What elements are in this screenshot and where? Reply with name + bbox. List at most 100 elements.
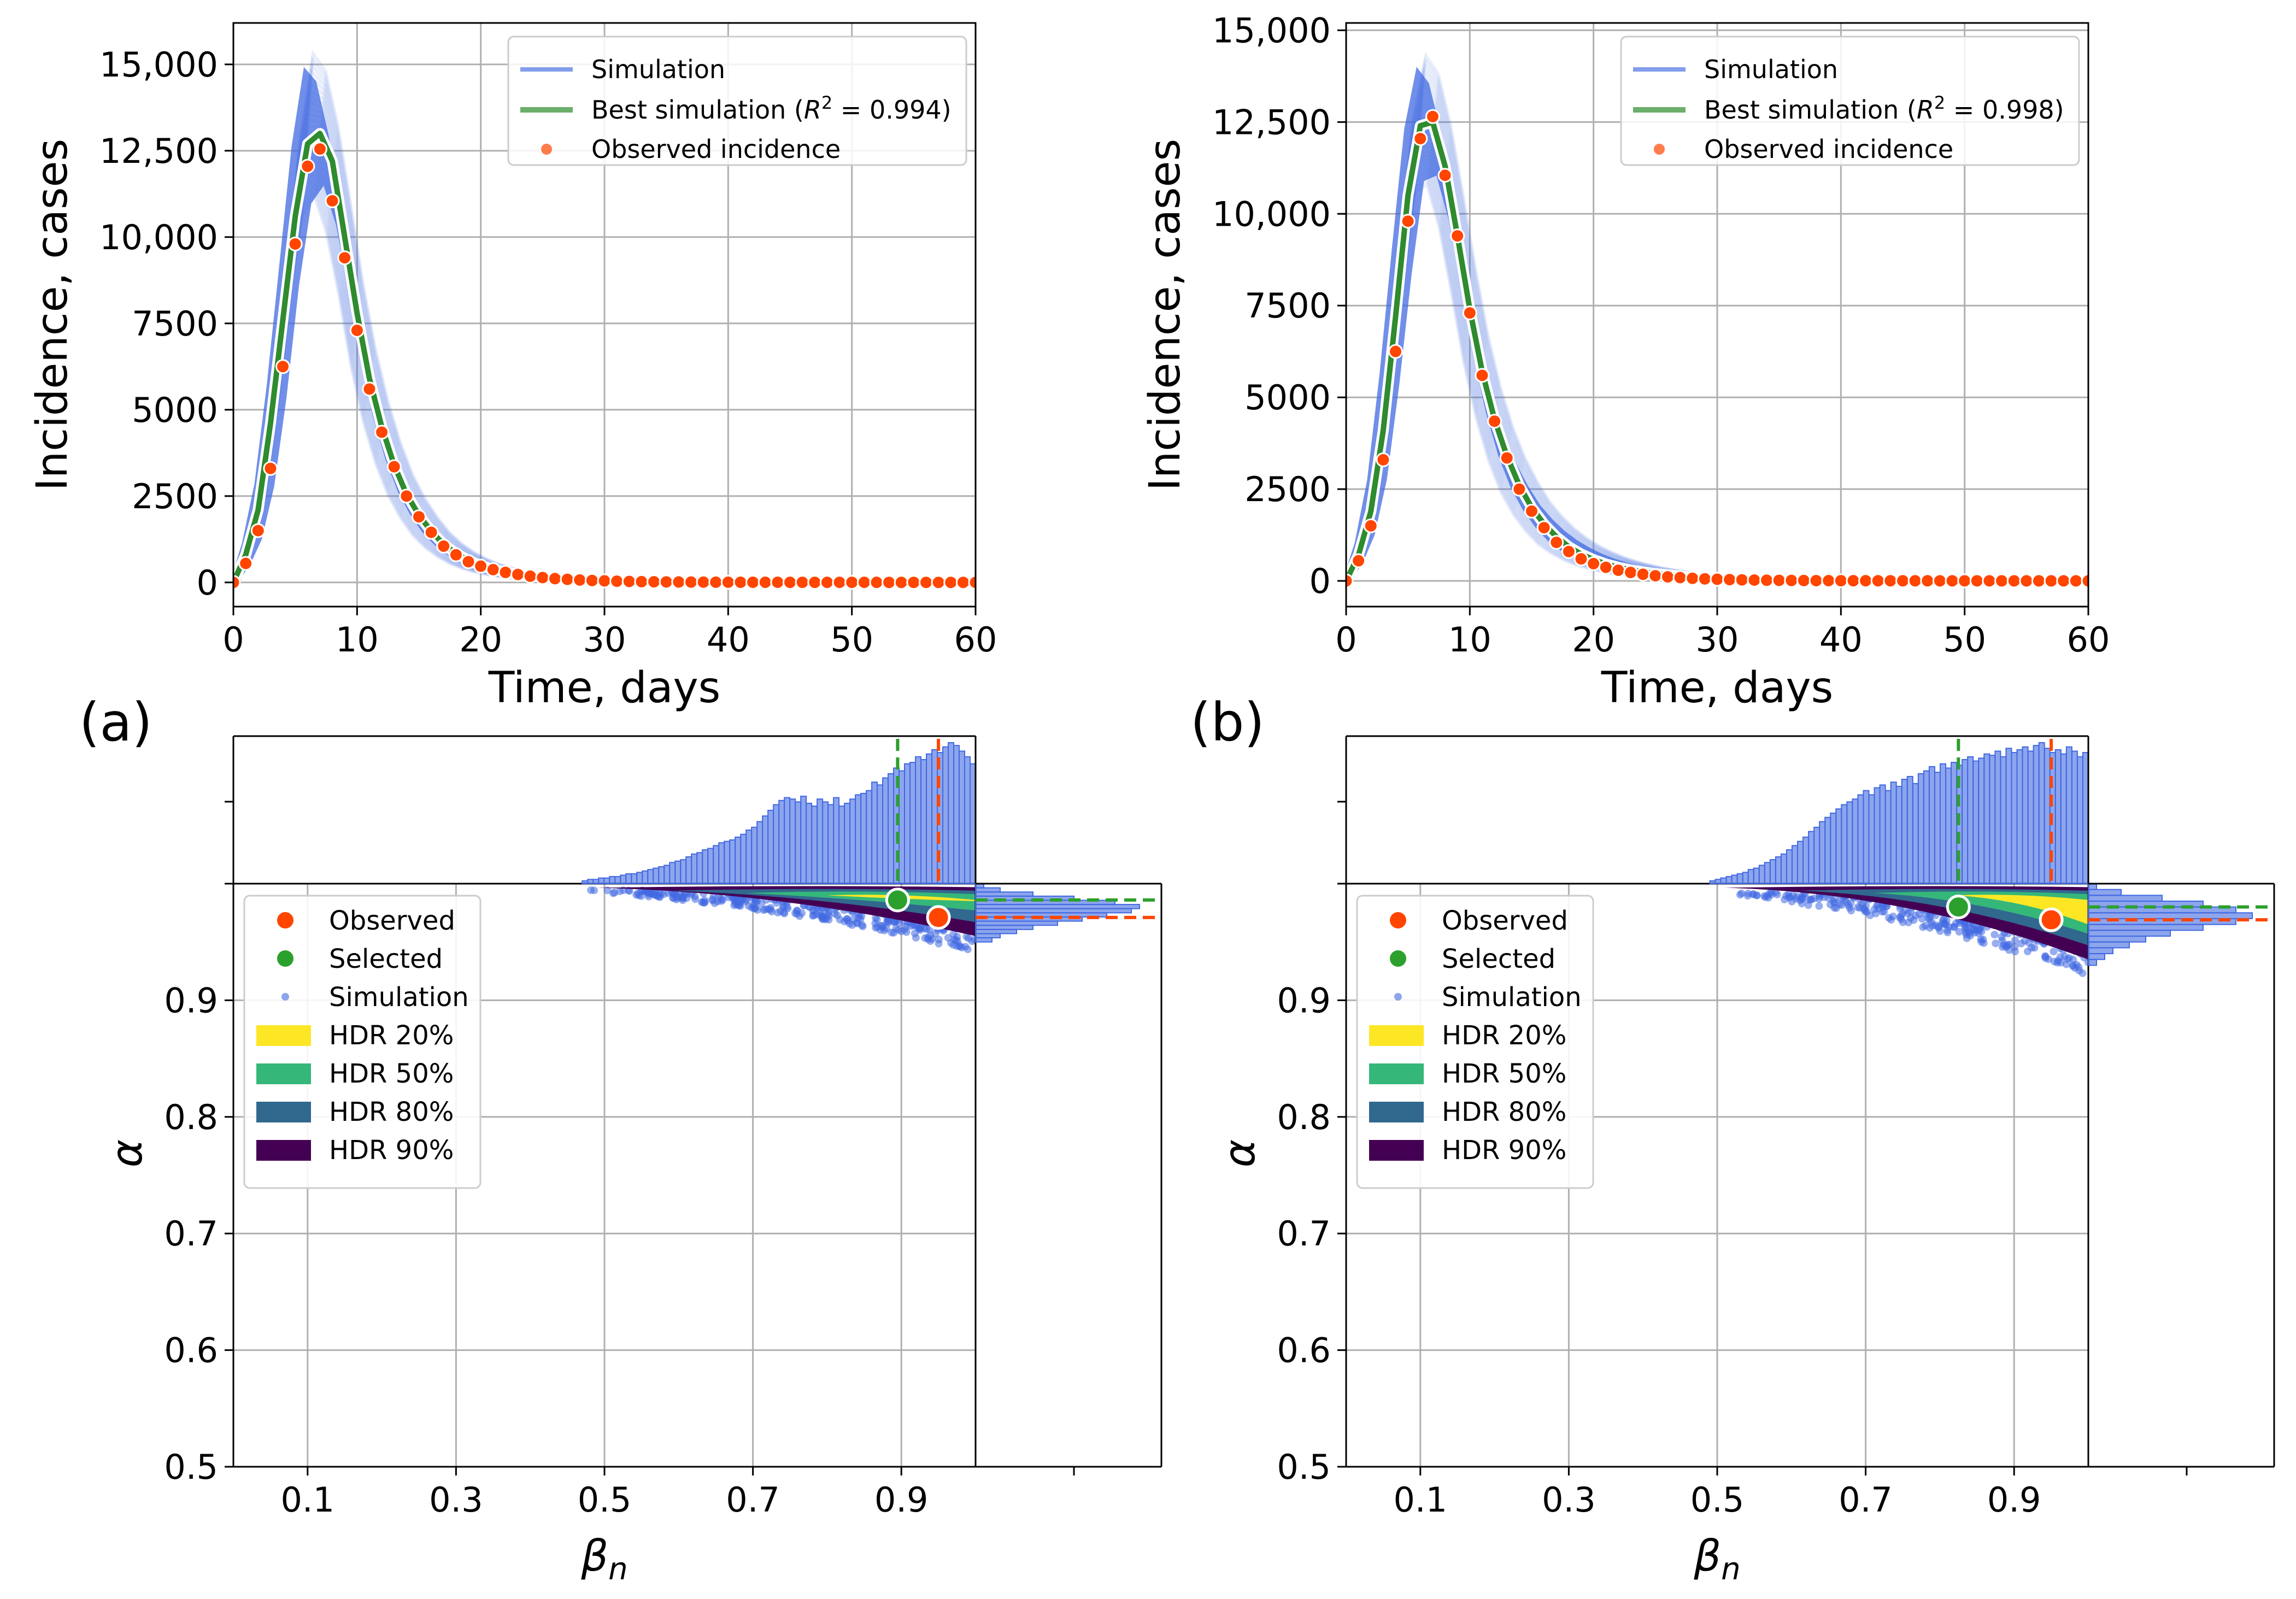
simulation-point [672,895,680,903]
histogram-bar-beta [1720,877,1727,885]
histogram-bar-beta [822,801,829,884]
histogram-bar-beta [2054,749,2062,885]
observed-point [869,575,884,590]
histogram-bar-beta [2027,750,2034,884]
legend-best-label: Best simulation (R2 = 0.994) [591,92,952,125]
y-tick-label: 0.7 [1277,1214,1331,1254]
observed-point [1561,544,1576,559]
observed-point [275,359,291,374]
simulation-point [968,937,976,945]
histogram-bar-alpha [2088,883,2097,890]
observed-point [1759,573,1775,588]
observed-point [547,571,562,586]
simulation-point [2060,953,2069,961]
simulation-point [587,886,595,894]
panel-label-a: (a) [79,692,152,753]
simulation-point [2005,946,2013,954]
simulation-point [935,939,943,948]
histogram-bar-alpha [2088,947,2113,955]
legend-hdr80-swatch [256,1102,311,1122]
observed-point [906,575,921,590]
observed-point [1697,571,1712,586]
observed-point [671,574,686,590]
histogram-bar-beta [899,770,906,884]
simulation-point [894,926,902,934]
x-tick-label: 50 [1943,620,1986,660]
x-tick-label: 30 [583,620,626,660]
simulation-point [751,904,759,913]
histogram-bar-beta [1813,826,1821,885]
y-tick-label: 12,500 [99,131,218,171]
legend-hdr50-swatch [256,1063,311,1084]
legend-label: HDR 90% [1442,1135,1566,1166]
histogram-bar-beta [1989,755,1996,884]
x-axis-label: Time, days [488,663,721,713]
incidence-plot-b: 0 10 20 30 40 50 60 0 2500 5000 7500 10,000 12,500 15… [1141,10,2110,713]
plot-area [233,50,976,590]
selected-point [1946,895,1971,920]
observed-point [708,574,724,590]
x-tick-label: 0.1 [280,1480,334,1520]
y-tick-label: 0 [197,563,218,603]
simulation-point [1866,912,1874,920]
simulation-point [1899,909,1907,918]
observed-point [621,574,637,589]
histogram-bar-beta [729,839,736,885]
observed-point [1363,518,1378,533]
observed-point [1376,452,1391,467]
observed-point [1549,534,1564,550]
observed-point [1425,109,1440,124]
plot-area [1724,886,2088,977]
histogram-bar-beta [1731,874,1738,885]
simulation-point [1955,928,1963,936]
histogram-bar-beta [691,853,698,884]
histogram-bar-beta [2071,750,2078,884]
histogram-bar-beta [1972,760,1980,885]
simulation-point [825,912,833,920]
histogram-bar-beta [2038,742,2045,884]
x-axis-label: Time, days [1601,663,1834,713]
observed-point [1346,573,1354,589]
y-tick-label: 0.5 [1277,1447,1331,1487]
simulation-point [912,933,920,942]
histogram-bar-beta [855,794,862,884]
histogram-bar-beta [2076,756,2083,885]
histogram-bar-beta [2016,749,2023,885]
observed-point [819,575,835,590]
observed-point [1672,570,1688,585]
histogram-bar-beta [603,877,610,885]
histogram-bar-beta [636,872,643,884]
histogram-bar-beta [1802,836,1810,884]
histogram-bar-beta [1951,762,1958,884]
legend-label: Observed [329,906,455,936]
histogram-bar-beta [2022,746,2029,884]
histogram-bar-beta [838,806,845,884]
observed-point [386,459,402,474]
histogram-bar-beta [1967,756,1974,885]
observed-point [882,575,897,590]
observed-point [1524,503,1539,519]
histogram-bar-beta [800,796,807,885]
parameter-plot-b: 0.1 0.3 0.5 0.7 0.9 0.5 0.6 0.7 0.8 0.9 βn α Observe… [1215,735,2275,1587]
simulation-point [1870,906,1878,914]
histogram-bar-beta [740,833,747,884]
x-axis-label: βn [580,1532,627,1587]
observed-point [955,575,971,590]
simulation-point [1940,920,1948,928]
x-tick-label: 0.7 [1839,1480,1893,1520]
simulation-point [882,925,890,933]
histogram-bar-beta [1874,787,1881,885]
observed-point [1994,573,2010,589]
observed-point [745,574,761,590]
observed-point [461,554,476,569]
observed-point [485,562,501,577]
simulation-point [843,915,851,923]
legend-label: HDR 80% [1442,1097,1566,1127]
histogram-bar-beta [756,821,764,884]
histogram-bar-alpha [2088,941,2130,949]
histogram-bar-beta [724,840,731,884]
simulation-point [625,887,633,895]
histogram-bar-alpha [2088,912,2253,920]
simulation-point [742,897,750,906]
legend-observed-swatch [540,143,553,156]
